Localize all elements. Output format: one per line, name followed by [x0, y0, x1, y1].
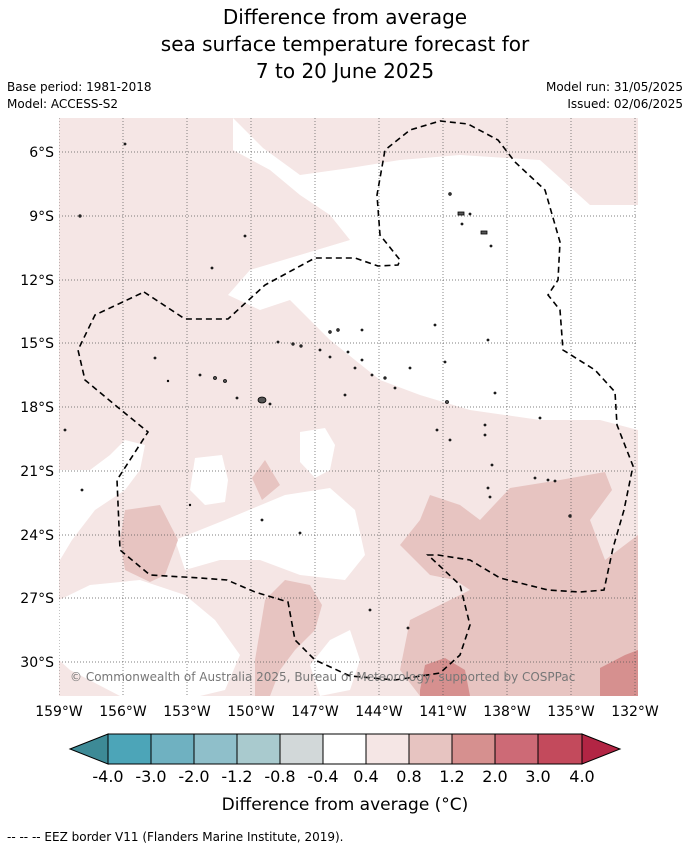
colorbar-bin	[193, 733, 238, 765]
lat-label: 15°S	[20, 336, 54, 352]
colorbar-bin	[107, 733, 152, 765]
lon-label: 156°W	[99, 704, 147, 720]
latitude-labels: 6°S 9°S 12°S 15°S 18°S 21°S 24°S 27°S 30…	[20, 145, 54, 671]
colorbar-extend-right	[581, 733, 622, 765]
colorbar-tick: 3.0	[525, 767, 551, 786]
warm-patch-west	[120, 505, 178, 582]
lon-label: 153°W	[163, 704, 211, 720]
colorbar-tick: -4.0	[92, 767, 124, 786]
title-line-3: 7 to 20 June 2025	[255, 59, 435, 83]
colorbar-bin	[494, 733, 539, 765]
lat-label: 21°S	[20, 464, 54, 480]
warm-patch-south	[255, 580, 322, 696]
eez-border	[77, 120, 634, 681]
warm-patch-small	[252, 460, 280, 500]
colorbar-bin	[365, 733, 410, 765]
lat-label: 27°S	[20, 591, 54, 607]
neutral-region-southwest	[59, 580, 240, 696]
lon-label: 150°W	[227, 704, 275, 720]
colorbar-tick: 0.4	[353, 767, 379, 786]
lat-label: 24°S	[20, 528, 54, 544]
colorbar	[68, 733, 622, 765]
map-area: © Commonwealth of Australia 2025, Bureau…	[59, 118, 638, 696]
lat-label: 9°S	[29, 209, 54, 225]
colorbar-tick: -2.0	[178, 767, 210, 786]
colorbar-bin	[451, 733, 496, 765]
meta-right: Model run: 31/05/2025 Issued: 02/06/2025	[546, 79, 683, 113]
colorbar-tick: 4.0	[569, 767, 595, 786]
copyright-notice: © Commonwealth of Australia 2025, Bureau…	[70, 670, 575, 684]
colorbar-bin	[322, 733, 367, 765]
base-period: Base period: 1981-2018	[7, 80, 152, 94]
longitude-labels: 159°W 156°W 153°W 150°W 147°W 144°W 141°…	[35, 704, 659, 720]
colorbar-tick: 1.2	[439, 767, 465, 786]
lon-label: 138°W	[483, 704, 531, 720]
colorbar-bin	[408, 733, 453, 765]
colorbar-tick: 0.8	[396, 767, 422, 786]
colorbar-tick: -0.8	[264, 767, 296, 786]
colorbar-tick: -3.0	[135, 767, 167, 786]
colorbar-bin	[236, 733, 281, 765]
warm-region-southeast	[400, 472, 638, 696]
colorbar-title: Difference from average (°C)	[221, 795, 469, 815]
warm-core-southeast	[600, 650, 638, 696]
map-title: Difference from average sea surface temp…	[0, 4, 690, 85]
model-run: Model run: 31/05/2025	[545, 80, 683, 94]
lat-label: 6°S	[29, 145, 54, 161]
colorbar-tick: -1.2	[221, 767, 253, 786]
lon-label: 141°W	[419, 704, 467, 720]
islands	[63, 142, 572, 630]
meta-left: Base period: 1981-2018 Model: ACCESS-S2	[7, 79, 152, 113]
gridlines	[59, 118, 638, 696]
title-line-1: Difference from average	[222, 5, 468, 29]
eez-footnote: -- -- -- EEZ border V11 (Flanders Marine…	[7, 830, 344, 844]
title-line-2: sea surface temperature forecast for	[160, 32, 530, 56]
neutral-region-west	[59, 440, 145, 560]
colorbar-bin	[150, 733, 195, 765]
lat-label: 30°S	[20, 655, 54, 671]
neutral-region-east	[340, 215, 610, 415]
lon-label: 144°W	[355, 704, 403, 720]
model-name: Model: ACCESS-S2	[7, 97, 119, 111]
neutral-region-south-central	[175, 488, 365, 580]
lon-label: 147°W	[291, 704, 339, 720]
colorbar-extend-left	[68, 733, 109, 765]
neutral-blob-1	[190, 455, 228, 505]
lat-label: 18°S	[20, 400, 54, 416]
neutral-blob-2	[300, 428, 335, 478]
lon-label: 159°W	[35, 704, 83, 720]
colorbar-tick: 2.0	[482, 767, 508, 786]
warm-core-south	[420, 658, 470, 696]
lat-label: 12°S	[20, 273, 54, 289]
neutral-blob-3	[310, 630, 360, 696]
colorbar-tick: -0.4	[307, 767, 339, 786]
lon-label: 135°W	[547, 704, 595, 720]
colorbar-bin	[279, 733, 324, 765]
colorbar-bin	[537, 733, 583, 765]
issued-date: Issued: 02/06/2025	[567, 97, 683, 111]
lon-label: 132°W	[611, 704, 659, 720]
